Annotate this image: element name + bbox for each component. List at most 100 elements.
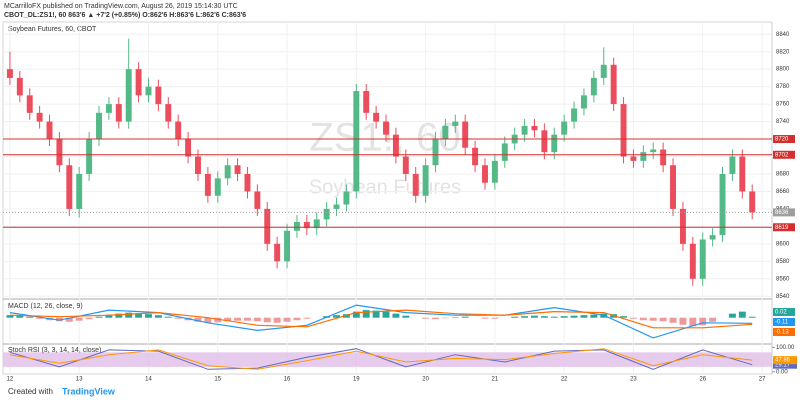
candle-body — [600, 64, 607, 78]
candle-body — [135, 69, 142, 96]
histogram-bar — [550, 316, 558, 318]
candle-body — [195, 156, 201, 174]
level-label: 8619 — [775, 225, 789, 231]
x-tick-label: 14 — [145, 377, 152, 383]
candle-body — [670, 165, 676, 209]
histogram-bar — [441, 317, 449, 319]
candle-body — [521, 125, 528, 135]
histogram-bar — [135, 313, 143, 318]
histogram-bar — [273, 317, 281, 323]
last-price-tag — [773, 208, 795, 217]
x-tick-label: 21 — [492, 377, 499, 383]
candle-body — [630, 156, 637, 161]
y-tick-label: 8560 — [776, 276, 790, 282]
histogram-bar — [738, 311, 746, 318]
histogram-bar — [204, 317, 212, 323]
level-tag — [773, 150, 795, 159]
value-tag-label: -0.13 — [775, 330, 789, 336]
histogram-bar — [26, 316, 34, 318]
level-tag — [773, 223, 795, 232]
histogram-bar — [65, 317, 73, 322]
candle-body — [66, 165, 73, 209]
candle-body — [620, 104, 627, 157]
value-tag-label: 29.17 — [775, 362, 791, 368]
histogram-bar — [748, 316, 756, 318]
candle-body — [323, 208, 330, 220]
candle-body — [472, 147, 479, 166]
candle-body — [46, 121, 53, 140]
x-tick-label: 23 — [630, 377, 637, 383]
histogram-bar — [85, 317, 93, 320]
histogram-bar — [105, 314, 113, 318]
level-label: 8720 — [775, 137, 789, 143]
value-tag — [773, 356, 797, 365]
last-price-label: 8636 — [775, 210, 789, 216]
band — [3, 352, 772, 367]
pane-title: Stoch RSI (3, 3, 14, 14, close) — [8, 347, 101, 354]
histogram-bar — [511, 316, 519, 318]
y-tick-label: 8580 — [776, 259, 790, 265]
x-tick-label: 13 — [76, 377, 83, 383]
histogram-bar — [75, 317, 83, 321]
candle-body — [76, 173, 83, 209]
candle-body — [185, 139, 192, 157]
candle-body — [204, 173, 211, 196]
histogram-bar — [560, 316, 568, 318]
indicator-line — [9, 348, 753, 370]
candle-body — [729, 156, 736, 174]
histogram-bar — [6, 315, 14, 318]
candle-body — [145, 86, 152, 96]
histogram-bar — [689, 317, 697, 327]
candle-body — [155, 86, 162, 105]
level-label: 8702 — [775, 152, 789, 158]
candle-body — [660, 149, 667, 166]
histogram-bar — [55, 317, 63, 322]
header-symbol: CBOT_DL:ZS1!, 60 863'6 ▲ +7'2 (+0.85%) O… — [4, 12, 246, 19]
histogram-bar — [432, 317, 439, 320]
candle-body — [491, 160, 498, 183]
histogram-bar — [669, 317, 677, 323]
histogram-bar — [728, 313, 736, 318]
candle-body — [402, 156, 409, 174]
candle-body — [333, 204, 340, 209]
histogram-bar — [333, 315, 340, 318]
y-tick-label: 100.00 — [776, 345, 795, 351]
candle-body — [580, 95, 587, 109]
candle-body — [462, 121, 469, 148]
candle-body — [244, 173, 251, 192]
candle-body — [571, 108, 578, 122]
y-tick-label: 8820 — [776, 49, 790, 55]
y-tick-label: 8760 — [776, 102, 790, 108]
pane-title: MACD (12, 26, close, 9) — [8, 303, 83, 310]
histogram-bar — [243, 317, 251, 321]
candle-body — [165, 104, 172, 122]
candle-body — [442, 125, 449, 140]
histogram-bar — [372, 310, 380, 318]
candle-body — [6, 69, 13, 78]
candle-body — [303, 222, 310, 229]
value-tag — [773, 328, 795, 336]
x-tick-label: 22 — [561, 377, 568, 383]
histogram-bar — [481, 317, 489, 319]
histogram-bar — [224, 317, 232, 322]
histogram-bar — [570, 315, 578, 318]
histogram-bar — [154, 315, 162, 318]
y-tick-label: 8660 — [776, 189, 790, 195]
footer-created: Created with — [8, 387, 53, 396]
candle-body — [343, 191, 350, 205]
value-tag-label: -0.11 — [775, 320, 789, 326]
candle-body — [561, 121, 568, 135]
indicator-line — [9, 309, 753, 329]
candle-body — [56, 139, 63, 166]
candle-body — [313, 219, 320, 229]
histogram-bar — [283, 317, 291, 322]
candle-body — [392, 134, 399, 157]
candle-body — [264, 208, 271, 244]
histogram-bar — [263, 317, 271, 323]
histogram-bar — [36, 317, 44, 319]
candle-body — [501, 143, 508, 161]
y-tick-label: 8840 — [776, 32, 790, 38]
histogram-bar — [125, 312, 133, 318]
value-tag-label: 47.86 — [775, 358, 791, 364]
